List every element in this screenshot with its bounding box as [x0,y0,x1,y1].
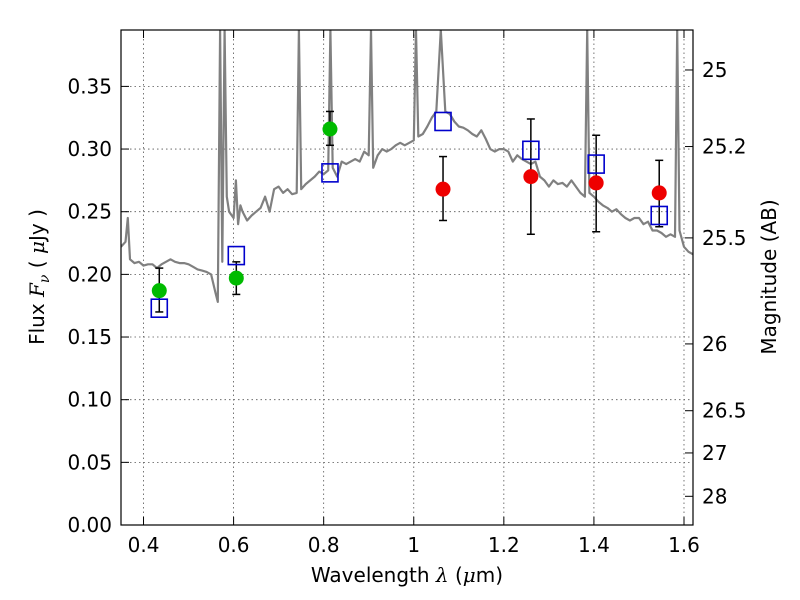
x-tick-label: 0.6 [218,533,250,557]
green-data-point [228,270,244,286]
x-tick-label: 1.2 [488,533,520,557]
model-square-marker [321,163,339,183]
green-data-point [322,121,338,137]
red-data-point [651,185,667,201]
model-square-marker [650,205,669,226]
green-data-point [151,283,167,299]
y-tick-label: 0.35 [67,74,112,98]
model-spectrum-line [121,30,693,303]
right-tick-label: 28 [702,484,727,508]
red-data-point [435,181,451,197]
y-tick-label: 0.25 [67,200,112,224]
model-square-marker [434,111,452,132]
red-data-point [588,175,604,191]
model-square-marker [150,298,169,319]
y-tick-label: 0.15 [67,325,112,349]
y-tick-label: 0.20 [67,262,112,286]
right-tick-label: 26.5 [702,399,747,423]
x-tick-label: 1.4 [578,533,610,557]
model-square-marker [522,140,540,161]
y-axis-label: Flux Fν ( μJy ) [25,209,53,345]
x-tick-label: 0.8 [308,533,340,557]
y-tick-label: 0.30 [67,137,112,161]
x-tick-label: 0.4 [128,533,160,557]
y-axis-right-label: Magnitude (AB) [757,199,781,354]
red-data-point [523,169,539,185]
right-tick-label: 25.5 [702,226,747,250]
x-axis-label: Wavelength λ (μm) [311,563,503,587]
x-tick-label: 1.6 [668,533,700,557]
right-tick-label: 27 [702,441,727,465]
right-tick-label: 25 [702,58,727,82]
model-square-marker [587,154,605,174]
model-square-marker [227,245,246,266]
right-tick-label: 25.2 [702,135,747,159]
y-tick-label: 0.10 [67,388,112,412]
axis-ticks: 0.4 0.6 0.8 1 1.2 1.4 1.6 0.00 0.05 0.10 0.15 0.20 0… [67,30,747,557]
y-tick-label: 0.00 [67,513,112,537]
plot-data [121,30,693,319]
y-tick-label: 0.05 [67,450,112,474]
plot-frame [120,29,694,526]
x-tick-label: 1 [407,533,420,557]
right-tick-label: 26 [702,332,727,356]
